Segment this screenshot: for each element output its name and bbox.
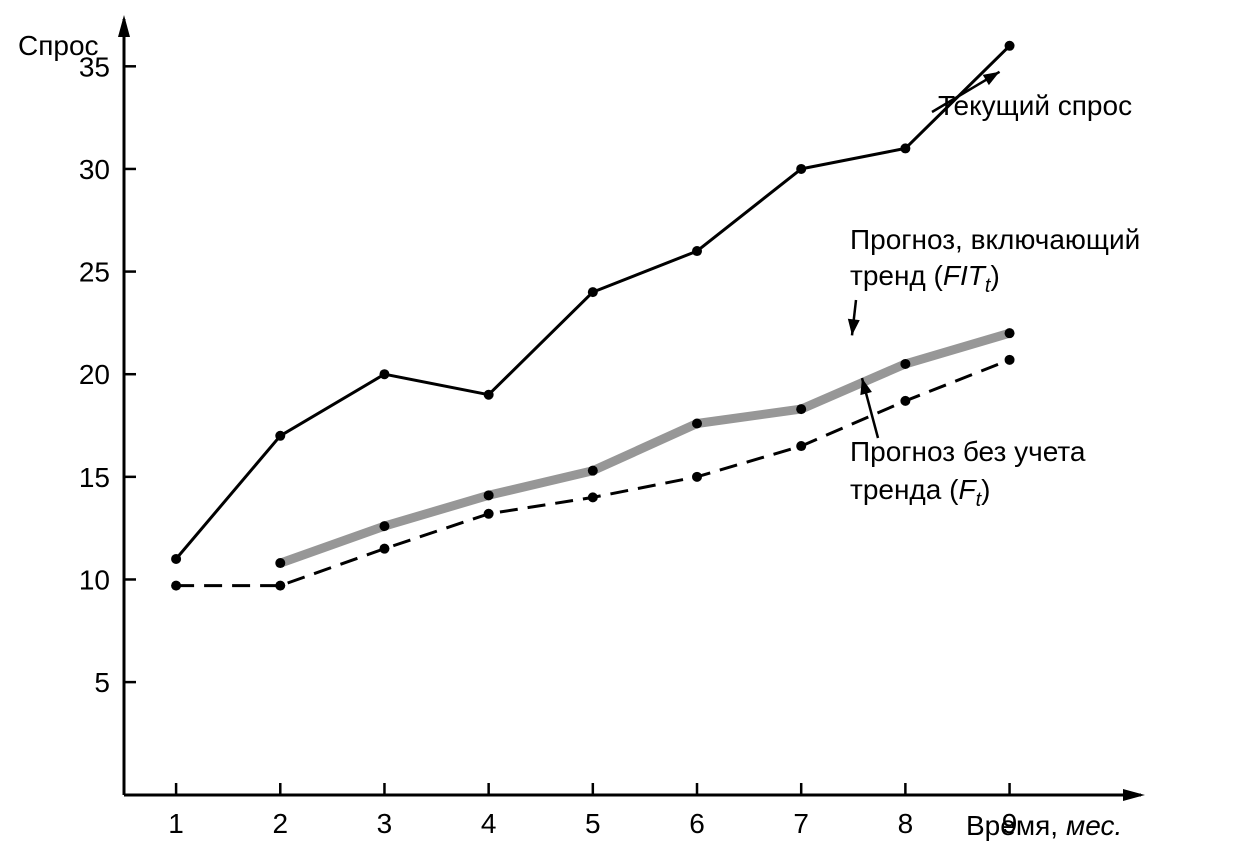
- data-point-actual: [379, 369, 390, 380]
- x-axis-label-main: Время,: [966, 810, 1058, 841]
- leader-forecast: [860, 377, 880, 439]
- series-line-fit: [275, 328, 1015, 568]
- y-tick-label: 30: [79, 154, 110, 185]
- x-tick-label: 2: [272, 808, 288, 839]
- legend-forecast-symbol: F: [958, 474, 977, 505]
- data-point-fit: [692, 418, 703, 429]
- x-tick-label: 5: [585, 808, 601, 839]
- data-point-forecast: [275, 580, 286, 591]
- data-point-fit: [900, 358, 911, 369]
- legend-actual-label: Текущий спрос: [938, 90, 1132, 121]
- data-point-actual: [587, 287, 598, 298]
- y-tick-label: 25: [79, 257, 110, 288]
- y-axis-label: Спрос: [18, 30, 99, 61]
- data-point-forecast: [692, 471, 703, 482]
- data-point-actual: [1004, 40, 1015, 51]
- data-point-fit: [796, 404, 807, 415]
- legend-forecast-subscript: t: [976, 489, 983, 511]
- annotations: Спрос Время, мес. Текущий спрос Прогноз, …: [18, 30, 1140, 841]
- y-tick-label: 20: [79, 359, 110, 390]
- y-axis-arrowhead: [118, 15, 130, 37]
- data-point-actual: [692, 246, 703, 257]
- data-point-actual: [900, 143, 911, 154]
- leader-actual: [931, 70, 1001, 114]
- legend-fit-symbol: FIT: [943, 260, 987, 291]
- legend-fit-prefix: тренд (: [850, 260, 944, 291]
- data-point-forecast: [1004, 354, 1015, 365]
- data-point-actual: [796, 163, 807, 174]
- data-point-forecast: [796, 441, 807, 452]
- data-point-forecast: [900, 395, 911, 406]
- data-point-actual: [275, 430, 286, 441]
- series-layer: [171, 40, 1015, 591]
- data-point-fit: [275, 558, 286, 569]
- data-point-fit: [1004, 328, 1015, 339]
- legend-fit-suffix: ): [990, 260, 999, 291]
- axes: 5 10 15 20 25 30 35 1 2 3 4 5 6 7 8 9: [79, 15, 1145, 839]
- legend-forecast-suffix: ): [981, 474, 990, 505]
- x-axis-arrowhead: [1123, 789, 1145, 801]
- x-tick-label: 7: [793, 808, 809, 839]
- data-point-fit: [379, 521, 390, 532]
- x-tick-label: 8: [898, 808, 914, 839]
- legend-fit-label-line2: тренд (FITt): [850, 260, 1000, 297]
- leader-forecast-head: [860, 378, 872, 396]
- data-point-fit: [587, 465, 598, 476]
- x-axis-label-unit: мес.: [1066, 810, 1122, 841]
- data-point-actual: [483, 389, 494, 400]
- x-tick-label: 9: [1002, 808, 1018, 839]
- data-point-forecast: [483, 508, 494, 519]
- legend-forecast-label-line2: тренда (Ft): [850, 474, 990, 511]
- x-tick-label: 6: [689, 808, 705, 839]
- leader-fit-head: [847, 318, 860, 336]
- y-tick-label: 35: [79, 51, 110, 82]
- data-point-actual: [171, 553, 182, 564]
- legend-forecast-prefix: тренда (: [850, 474, 959, 505]
- x-tick-label: 4: [481, 808, 497, 839]
- leader-fit: [847, 299, 860, 336]
- legend-fit-label-line1: Прогноз, включающий: [850, 224, 1140, 255]
- legend-fit-subscript: t: [985, 275, 992, 297]
- data-point-fit: [483, 490, 494, 501]
- y-tick-label: 10: [79, 564, 110, 595]
- leader-actual-head: [982, 71, 1000, 86]
- y-tick-label: 15: [79, 462, 110, 493]
- data-point-forecast: [587, 492, 598, 503]
- data-point-forecast: [379, 543, 390, 554]
- data-point-forecast: [171, 580, 182, 591]
- x-tick-label: 1: [168, 808, 184, 839]
- y-tick-label: 5: [94, 667, 110, 698]
- x-axis-label: Время, мес.: [966, 810, 1122, 841]
- legend-forecast-label-line1: Прогноз без учета: [850, 436, 1086, 467]
- x-tick-label: 3: [377, 808, 393, 839]
